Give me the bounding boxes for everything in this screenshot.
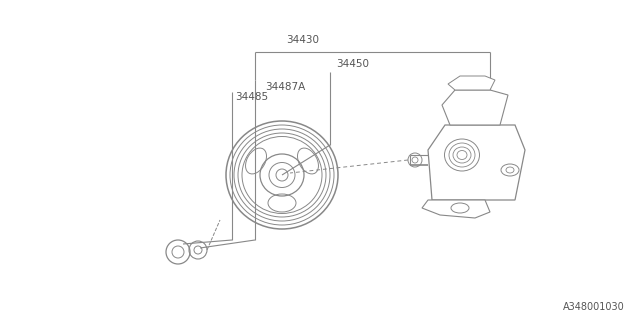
Text: 34430: 34430 <box>286 35 319 45</box>
Text: 34487A: 34487A <box>265 82 305 92</box>
Text: 34450: 34450 <box>336 59 369 69</box>
Text: A348001030: A348001030 <box>563 302 625 312</box>
Polygon shape <box>448 76 495 90</box>
Polygon shape <box>422 200 490 218</box>
Text: 34485: 34485 <box>235 92 268 102</box>
Polygon shape <box>428 125 525 200</box>
Polygon shape <box>442 90 508 125</box>
